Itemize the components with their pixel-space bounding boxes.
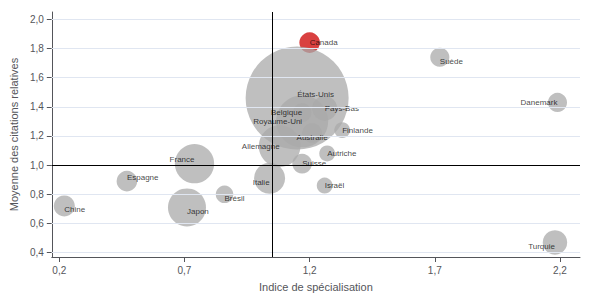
svg-text:Chine: Chine [64, 205, 85, 214]
svg-text:0,8: 0,8 [30, 189, 44, 200]
svg-text:Moyenne des citations relative: Moyenne des citations relatives [8, 57, 20, 211]
svg-text:1,7: 1,7 [428, 265, 442, 276]
svg-text:Pays-Bas: Pays-Bas [325, 104, 359, 113]
svg-text:Turquie: Turquie [528, 242, 555, 251]
svg-text:Canada: Canada [310, 38, 339, 47]
svg-text:1,2: 1,2 [303, 265, 317, 276]
svg-text:Autriche: Autriche [327, 149, 357, 158]
svg-text:Brésil: Brésil [225, 194, 245, 203]
svg-text:1,6: 1,6 [30, 72, 44, 83]
svg-text:0,2: 0,2 [52, 265, 66, 276]
svg-text:Indice de spécialisation: Indice de spécialisation [259, 281, 373, 293]
svg-text:Italie: Italie [253, 178, 270, 187]
svg-text:Suisse: Suisse [302, 159, 327, 168]
svg-text:0,4: 0,4 [30, 247, 44, 258]
svg-text:1,0: 1,0 [30, 160, 44, 171]
svg-text:Royaume-Uni: Royaume-Uni [253, 117, 302, 126]
svg-text:Belgique: Belgique [271, 108, 303, 117]
svg-text:Japon: Japon [187, 207, 209, 216]
svg-text:Finlande: Finlande [342, 126, 373, 135]
svg-text:0,7: 0,7 [178, 265, 192, 276]
svg-text:Israël: Israël [325, 181, 345, 190]
svg-text:1,4: 1,4 [30, 101, 44, 112]
svg-text:France: France [170, 155, 195, 164]
svg-text:2,2: 2,2 [553, 265, 567, 276]
svg-text:Danemark: Danemark [521, 98, 559, 107]
svg-text:0,6: 0,6 [30, 218, 44, 229]
svg-text:Australie: Australie [297, 133, 329, 142]
svg-text:Suède: Suède [440, 57, 464, 66]
svg-text:Espagne: Espagne [127, 173, 159, 182]
svg-text:Allemagne: Allemagne [242, 142, 280, 151]
svg-text:2,0: 2,0 [30, 14, 44, 25]
svg-text:1,2: 1,2 [30, 130, 44, 141]
svg-text:1,8: 1,8 [30, 43, 44, 54]
svg-text:États-Unis: États-Unis [297, 90, 334, 99]
